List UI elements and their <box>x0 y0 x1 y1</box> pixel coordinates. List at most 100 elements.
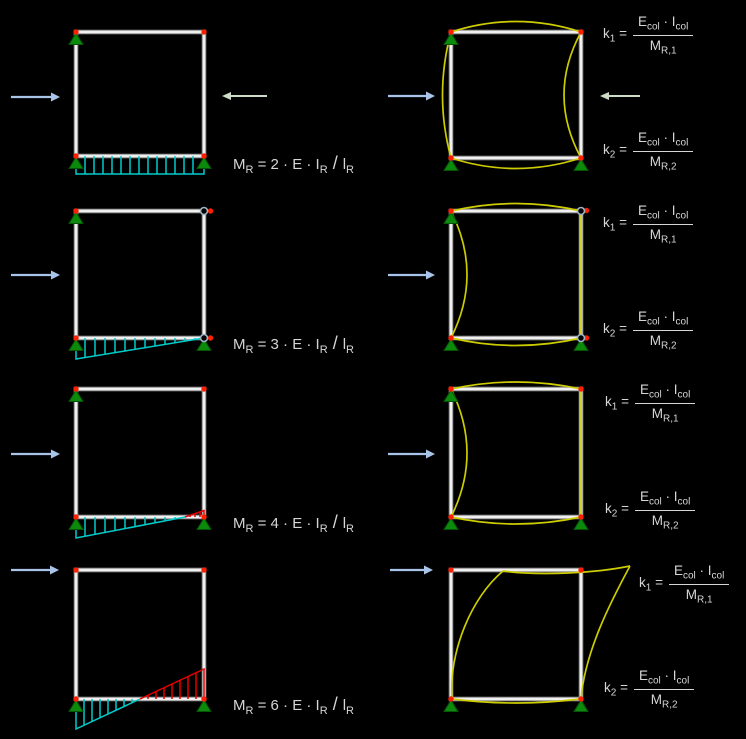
moment-hatching-negative <box>189 511 201 517</box>
load-arrow-right-icon <box>11 565 59 575</box>
node-dot <box>73 386 79 392</box>
pin-support-icon <box>573 517 589 530</box>
moment-hatching <box>84 156 194 174</box>
hinge-icon <box>199 206 209 216</box>
frame-shadow <box>448 29 584 161</box>
load-arrow-right-icon <box>388 91 435 101</box>
hinge-icon <box>576 206 586 216</box>
moment-diagram-positive <box>75 156 205 175</box>
pin-support-icon <box>196 517 212 530</box>
pin-support-icon <box>68 211 84 224</box>
k2-formula-row2: k2 = Ecol · Icol MR,2 <box>603 309 694 351</box>
node-dot <box>578 386 584 392</box>
pin-support-icon <box>68 699 84 712</box>
row4-left-panel <box>11 565 212 731</box>
moment-diagram-negative <box>139 667 205 700</box>
load-arrow-right-icon <box>390 565 433 575</box>
pin-support-icon <box>443 699 459 712</box>
node-dot <box>578 155 584 161</box>
pin-support-icon <box>68 32 84 45</box>
moment-formula-row1: MR = 2 · E · IR / lR <box>233 153 354 176</box>
node-dot <box>448 29 454 35</box>
frame-outline <box>449 30 583 160</box>
k1-formula-row2: k1 = Ecol · Icol MR,1 <box>603 203 694 245</box>
row4-right-panel <box>390 565 631 712</box>
pin-support-icon <box>196 699 212 712</box>
frame-outline <box>74 387 206 519</box>
frame-shadow <box>73 567 207 702</box>
row1-left-panel <box>11 29 267 175</box>
k1-formula-row1: k1 = Ecol · Icol MR,1 <box>603 14 694 56</box>
frame-shadow <box>448 386 584 520</box>
node-dot <box>448 696 454 702</box>
node-dot <box>201 386 207 392</box>
k2-formula-row3: k2 = Ecol · Icol MR,2 <box>605 489 696 531</box>
load-arrow-right-icon <box>11 449 60 459</box>
row3-left-panel <box>11 386 212 539</box>
pin-support-icon <box>68 517 84 530</box>
load-arrow-right-icon <box>388 449 435 459</box>
hinge-icon <box>199 333 209 343</box>
pin-support-icon <box>443 517 459 530</box>
frame-outline <box>449 568 583 701</box>
deflection-shape <box>450 202 582 347</box>
k1-formula-row4: k1 = Ecol · Icol MR,1 <box>639 563 730 605</box>
moment-formula-row4: MR = 6 · E · IR / lR <box>233 694 354 717</box>
node-dot <box>578 567 584 573</box>
counter-arrow-left-icon <box>222 92 267 100</box>
k1-formula-row3: k1 = Ecol · Icol MR,1 <box>605 382 696 424</box>
pin-support-icon <box>443 389 459 402</box>
row3-right-panel <box>388 381 589 530</box>
k2-formula-row4: k2 = Ecol · Icol MR,2 <box>604 668 695 710</box>
pin-support-icon <box>573 158 589 171</box>
pin-support-icon <box>573 338 589 351</box>
pin-support-icon <box>68 389 84 402</box>
k2-formula-row1: k2 = Ecol · Icol MR,2 <box>603 130 694 172</box>
load-arrow-right-icon <box>11 270 60 280</box>
frame-shadow <box>448 567 584 702</box>
row2-left-panel <box>11 206 214 360</box>
node-dot <box>207 335 214 341</box>
frame-outline <box>74 30 206 158</box>
moment-hatching <box>83 699 133 726</box>
frame-shadow <box>73 208 207 341</box>
moment-hatching-negative <box>147 672 197 699</box>
pin-support-icon <box>196 338 212 351</box>
node-dot <box>448 567 454 573</box>
frame-outline <box>74 209 206 340</box>
node-dot <box>448 155 454 161</box>
row1-right-panel <box>388 20 640 171</box>
node-dot <box>207 208 214 214</box>
pin-support-icon <box>443 211 459 224</box>
pin-support-icon <box>443 32 459 45</box>
moment-diagram-positive <box>75 516 186 539</box>
node-dot <box>201 696 207 702</box>
node-dot <box>448 335 454 341</box>
pin-support-icon <box>443 158 459 171</box>
deflection-shape-sway <box>450 565 631 704</box>
counter-arrow-left-icon <box>600 92 640 100</box>
node-dot <box>73 335 79 341</box>
node-dot <box>578 696 584 702</box>
node-dot <box>448 386 454 392</box>
pin-support-icon <box>573 699 589 712</box>
frame-shadow <box>73 29 207 159</box>
load-arrow-right-icon <box>388 270 435 280</box>
row2-right-panel <box>388 202 590 351</box>
deflection-shape <box>441 20 582 170</box>
moment-formula-row2: MR = 3 · E · IR / lR <box>233 333 354 356</box>
pin-support-icon <box>68 338 84 351</box>
node-dot <box>73 153 79 159</box>
node-dot <box>583 335 590 341</box>
node-dot <box>73 29 79 35</box>
node-dot <box>201 514 207 520</box>
pin-support-icon <box>443 338 459 351</box>
load-arrow-right-icon <box>11 92 60 102</box>
node-dot <box>73 696 79 702</box>
frame-shadow <box>448 208 584 341</box>
moment-hatching <box>84 517 176 537</box>
frame-outline <box>449 209 583 340</box>
moment-hatching <box>84 338 196 358</box>
